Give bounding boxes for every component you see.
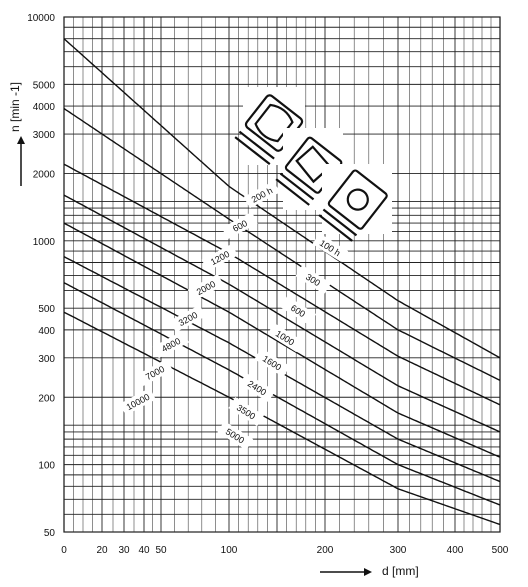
curve-label-bg xyxy=(254,348,291,378)
curve-label-bg xyxy=(267,323,304,353)
curve-label-bg xyxy=(280,296,317,326)
x-tick-label: 0 xyxy=(61,545,67,556)
y-tick-label: 3000 xyxy=(33,130,56,141)
curve-label-bg xyxy=(187,273,224,302)
curve-label-bg xyxy=(312,233,349,263)
curve-label-group: 4800 xyxy=(152,330,189,359)
series-curve-4 xyxy=(63,194,501,433)
bearing-icons xyxy=(234,87,392,242)
y-tick-label: 200 xyxy=(38,393,55,404)
y-axis-label: n [min -1] xyxy=(8,82,22,132)
curves xyxy=(63,38,501,526)
curve-label-bg xyxy=(243,180,280,209)
curve-label-bg xyxy=(119,387,156,416)
y-tick-label: 2000 xyxy=(33,169,56,180)
axis-ticks: 0 20 30 40 50 100 200 300 400 500 10000 5000 4000 300… xyxy=(27,13,509,556)
curve-label-group: 2400 xyxy=(239,373,276,403)
curve-label-bg xyxy=(217,421,254,451)
curve-label-group: 3500 xyxy=(228,397,265,427)
curve-label-group: 200 h xyxy=(243,180,280,209)
y-tick-label: 300 xyxy=(38,354,55,365)
x-axis-label: d [mm] xyxy=(382,564,419,578)
curve-label-bg xyxy=(201,243,238,272)
grid xyxy=(63,16,501,533)
y-tick-label: 50 xyxy=(44,528,56,539)
curve-label-group: 600 xyxy=(280,296,317,326)
series-curve-5 xyxy=(63,222,501,458)
series-curve-3 xyxy=(63,163,501,406)
y-tick-label: 100 xyxy=(38,461,55,472)
curve-label-bg xyxy=(239,373,276,403)
curve-label-group: 10000 xyxy=(119,387,156,416)
curve-label-bg xyxy=(136,358,173,387)
curve-label-group: 100 h xyxy=(312,233,349,263)
series-curve-8 xyxy=(63,311,501,526)
x-tick-label: 50 xyxy=(155,545,167,556)
curve-label-group: 1600 xyxy=(254,348,291,378)
curve-label-bg xyxy=(295,265,332,295)
y-tick-label: 400 xyxy=(38,326,55,337)
axis-titles: d [mm] n [min -1] xyxy=(8,82,419,578)
x-tick-label: 30 xyxy=(118,545,130,556)
y-tick-label: 500 xyxy=(38,304,55,315)
x-tick-label: 200 xyxy=(317,545,334,556)
spherical-roller-bearing-icon xyxy=(234,87,305,166)
series-curve-2 xyxy=(63,107,501,381)
y-arrow-icon xyxy=(17,136,25,186)
x-tick-label: 300 xyxy=(390,545,407,556)
y-tick-label: 10000 xyxy=(27,13,55,24)
x-tick-label: 20 xyxy=(96,545,108,556)
x-tick-label: 500 xyxy=(492,545,509,556)
series-curve-1 xyxy=(63,38,501,359)
curve-label-bg xyxy=(221,211,258,240)
curve-label-bg xyxy=(228,397,265,427)
curve-label-group: 600 xyxy=(221,211,258,240)
x-tick-label: 400 xyxy=(447,545,464,556)
y-tick-label: 1000 xyxy=(33,237,56,248)
y-tick-label: 5000 xyxy=(33,80,56,91)
curve-label-group: 2000 xyxy=(187,273,224,302)
y-tick-label: 4000 xyxy=(33,102,56,113)
curve-label-group: 7000 xyxy=(136,358,173,387)
x-tick-label: 40 xyxy=(138,545,150,556)
x-arrow-icon xyxy=(320,568,372,576)
series-curve-7 xyxy=(63,282,501,506)
curve-label-bg xyxy=(152,330,189,359)
curve-label-bg xyxy=(169,304,206,333)
ball-bearing-icon xyxy=(318,164,392,242)
curve-label-group: 300 xyxy=(295,265,332,295)
x-tick-label: 100 xyxy=(221,545,238,556)
